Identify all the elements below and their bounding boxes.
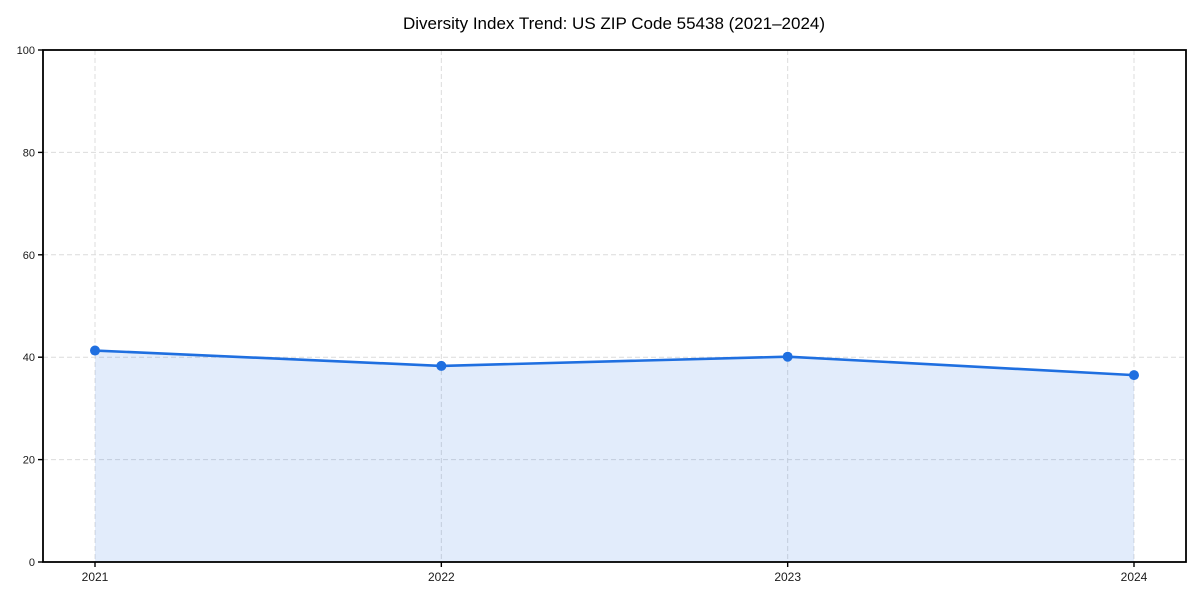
y-tick-label: 80: [23, 147, 35, 159]
x-tick-label: 2021: [82, 570, 109, 584]
grid-layer: [43, 50, 1186, 562]
area-fill: [95, 350, 1134, 562]
chart-title: Diversity Index Trend: US ZIP Code 55438…: [403, 14, 825, 33]
data-point-marker: [90, 345, 100, 356]
x-tick-label: 2022: [428, 570, 455, 584]
y-tick-label: 40: [23, 352, 35, 364]
y-tick-label: 60: [23, 250, 35, 262]
x-tick-label: 2023: [774, 570, 801, 584]
axis-layer: 0 20 40 60 80 100 2021 2022 2023 2024: [17, 45, 1187, 584]
x-tick-label: 2024: [1121, 570, 1148, 584]
y-tick-label: 100: [17, 45, 35, 57]
y-tick-label: 20: [23, 455, 35, 467]
series-layer: [90, 345, 1139, 562]
y-tick-label: 0: [29, 557, 35, 569]
data-point-marker: [782, 351, 793, 362]
plot-frame: [42, 49, 1187, 563]
data-point-marker: [1129, 370, 1139, 381]
trend-line: [93, 349, 1136, 377]
data-point-marker: [436, 360, 447, 371]
